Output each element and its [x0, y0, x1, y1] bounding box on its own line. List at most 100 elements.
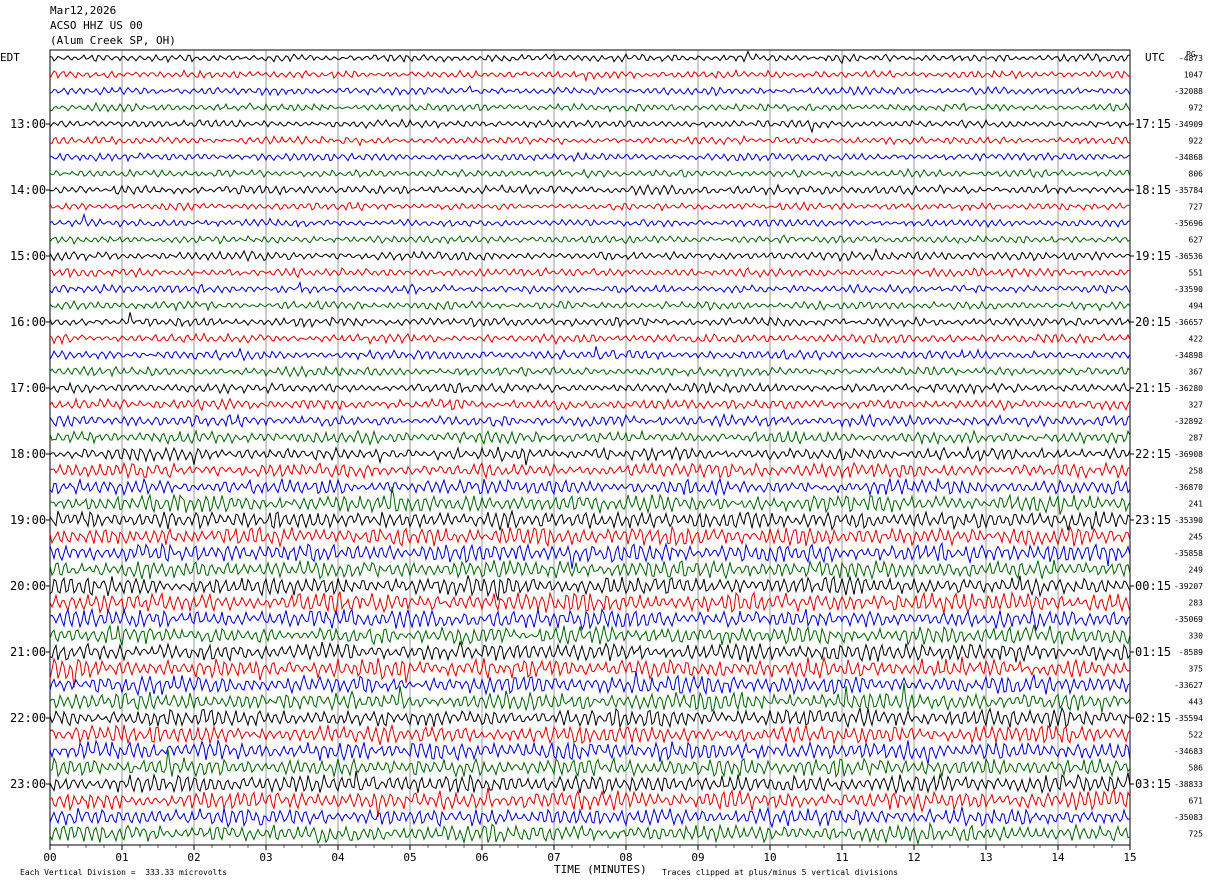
trace-12 [49, 247, 1131, 263]
trace-value: 287 [1189, 434, 1204, 443]
trace-value: -36280 [1174, 384, 1203, 393]
trace-41 [49, 723, 1131, 746]
left-hour-label: 17:00 [10, 381, 46, 395]
trace-value: -34909 [1174, 120, 1203, 129]
x-tick-label: 04 [331, 851, 345, 864]
trace-28 [49, 509, 1131, 531]
trace-value: 727 [1189, 203, 1204, 212]
x-tick-label: 01 [115, 851, 128, 864]
x-tick-label: 09 [691, 851, 704, 864]
trace-value: 375 [1189, 665, 1204, 674]
right-hour-label: 02:15 [1135, 711, 1171, 725]
trace-value: 972 [1189, 104, 1204, 113]
x-tick-label: 13 [979, 851, 992, 864]
trace-value: 494 [1189, 302, 1204, 311]
trace-38 [49, 671, 1131, 697]
trace-29 [49, 524, 1131, 549]
trace-value: 522 [1189, 731, 1204, 740]
trace-22 [49, 412, 1131, 429]
trace-31 [49, 559, 1131, 581]
trace-37 [49, 655, 1131, 688]
x-axis-title: TIME (MINUTES) [554, 863, 647, 876]
trace-16 [49, 312, 1131, 329]
trace-43 [49, 749, 1131, 779]
x-tick-label: 15 [1123, 851, 1136, 864]
trace-value: 1047 [1184, 71, 1203, 80]
trace-value: -35069 [1174, 615, 1203, 624]
trace-value: -34683 [1174, 747, 1203, 756]
trace-value: -38833 [1174, 780, 1203, 789]
x-tick-label: 00 [43, 851, 56, 864]
x-tick-label: 14 [1051, 851, 1065, 864]
trace-value: -33590 [1174, 285, 1203, 294]
left-hour-label: 18:00 [10, 447, 46, 461]
left-hour-label: 23:00 [10, 777, 46, 791]
trace-value: 551 [1189, 269, 1204, 278]
trace-value: 241 [1189, 500, 1204, 509]
trace-value: 330 [1189, 632, 1204, 641]
trace-24 [49, 445, 1131, 466]
trace-44 [49, 770, 1131, 795]
trace-34 [49, 607, 1131, 632]
header-location: (Alum Creek SP, OH) [50, 34, 176, 47]
trace-value: -4873 [1179, 54, 1203, 63]
trace-14 [49, 280, 1131, 296]
trace-value: 422 [1189, 335, 1204, 344]
trace-21 [49, 397, 1131, 412]
trace-value: -35858 [1174, 549, 1203, 558]
trace-value: -39207 [1174, 582, 1203, 591]
trace-value: 249 [1189, 566, 1204, 575]
left-hour-label: 20:00 [10, 579, 46, 593]
right-hour-label: 22:15 [1135, 447, 1171, 461]
trace-0 [49, 50, 1130, 65]
trace-value: -33627 [1174, 681, 1203, 690]
x-tick-label: 12 [907, 851, 920, 864]
trace-8 [49, 183, 1131, 197]
trace-5 [49, 134, 1131, 147]
right-hour-label: 18:15 [1135, 183, 1171, 197]
trace-value: -34868 [1174, 153, 1203, 162]
trace-27 [50, 487, 1131, 515]
trace-value: 806 [1189, 170, 1204, 179]
trace-value: -35594 [1174, 714, 1203, 723]
x-tick-label: 05 [403, 851, 416, 864]
trace-value: -32892 [1174, 417, 1203, 426]
corner-label: PG [1186, 50, 1196, 59]
trace-15 [49, 299, 1131, 312]
trace-value: 327 [1189, 401, 1204, 410]
right-axis-title: UTC [1145, 51, 1165, 64]
trace-47 [49, 821, 1131, 846]
left-hour-label: 21:00 [10, 645, 46, 659]
right-hour-label: 21:15 [1135, 381, 1171, 395]
trace-value: 283 [1189, 599, 1204, 608]
trace-6 [49, 151, 1131, 163]
right-hour-label: 20:15 [1135, 315, 1171, 329]
trace-value: -35083 [1174, 813, 1203, 822]
trace-value: -35696 [1174, 219, 1203, 228]
trace-9 [49, 201, 1131, 212]
trace-value: -8589 [1179, 648, 1203, 657]
x-tick-label: 08 [619, 851, 632, 864]
trace-value: -35390 [1174, 516, 1203, 525]
trace-19 [49, 365, 1131, 379]
x-tick-label: 06 [475, 851, 488, 864]
x-tick-label: 02 [187, 851, 200, 864]
trace-26 [49, 477, 1131, 497]
trace-value: 367 [1189, 368, 1204, 377]
trace-11 [49, 234, 1131, 246]
trace-35 [49, 624, 1131, 647]
trace-33 [49, 590, 1131, 616]
trace-3 [49, 101, 1131, 113]
trace-value: 725 [1189, 830, 1204, 839]
trace-18 [49, 346, 1131, 362]
right-hour-label: 19:15 [1135, 249, 1171, 263]
trace-value: -36870 [1174, 483, 1203, 492]
trace-value: 627 [1189, 236, 1204, 245]
left-hour-label: 22:00 [10, 711, 46, 725]
trace-36 [49, 640, 1131, 663]
x-tick-label: 10 [763, 851, 776, 864]
trace-2 [49, 85, 1131, 97]
left-hour-label: 13:00 [10, 117, 46, 131]
trace-7 [49, 167, 1131, 179]
